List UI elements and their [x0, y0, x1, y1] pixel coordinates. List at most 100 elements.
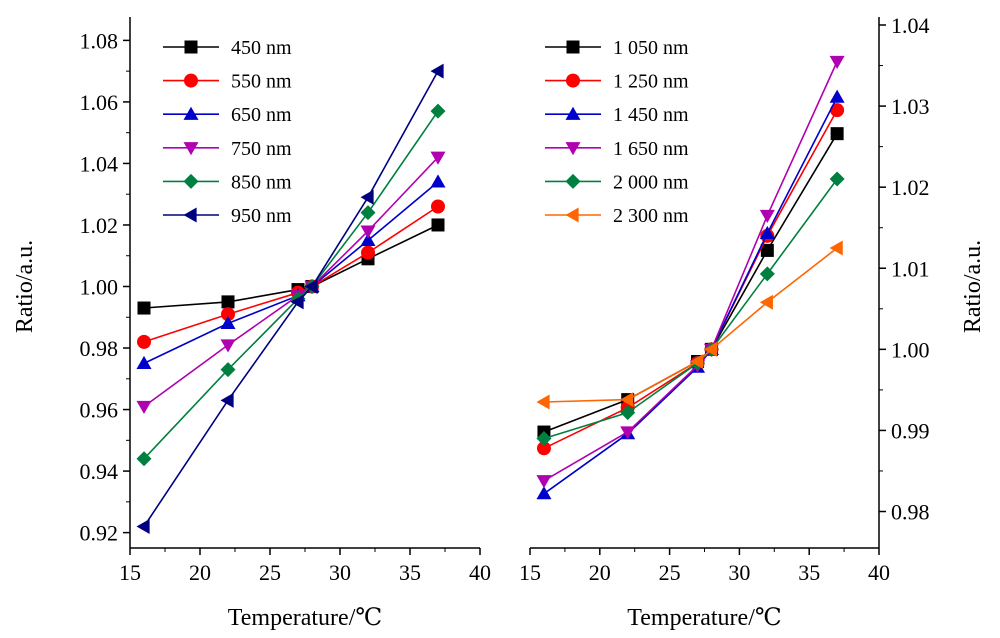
data-point: [220, 362, 236, 378]
data-point: [830, 103, 845, 118]
data-point: [536, 475, 552, 489]
x-tick-label: 35: [399, 560, 421, 585]
data-point: [136, 400, 152, 414]
data-point: [536, 441, 551, 456]
series-line: [543, 109, 838, 450]
legend-marker: [184, 73, 198, 88]
legend-entry: 1 450 nm: [545, 104, 689, 126]
legend-marker: [565, 207, 579, 223]
series-line: [143, 156, 439, 408]
legend-marker: [565, 173, 581, 189]
y-tick-label: 1.02: [80, 213, 119, 238]
data-point: [221, 295, 235, 309]
legend-marker: [566, 40, 580, 54]
x-tick-label: 15: [519, 560, 541, 585]
left-chart: 15 20 25 30 35 40 0.92 0.94 0.96 0.98 1.00 1.02 1.04…: [12, 17, 491, 631]
data-point: [220, 315, 236, 330]
x-tick-label: 40: [469, 560, 491, 585]
data-point: [703, 341, 718, 357]
data-point: [430, 174, 446, 188]
legend-label: 550 nm: [231, 71, 292, 93]
data-point: [360, 232, 376, 246]
series-2-000-nm: [536, 171, 845, 447]
legend-entry: 850 nm: [163, 171, 292, 193]
legend-entry: 450 nm: [163, 37, 292, 59]
data-point: [361, 245, 375, 260]
data-point: [360, 189, 374, 205]
data-point: [620, 426, 636, 440]
x-tick-label: 25: [659, 560, 681, 585]
legend-marker: [183, 106, 199, 120]
legend-entry: 950 nm: [163, 205, 292, 227]
legend-entry: 1 250 nm: [545, 71, 689, 93]
data-point: [360, 225, 376, 239]
x-tick-label: 20: [189, 560, 211, 585]
x-tick-label: 35: [798, 560, 820, 585]
x-axis-title: Temperature/℃: [228, 605, 382, 631]
legend-label: 1 250 nm: [613, 71, 689, 93]
legend-label: 450 nm: [231, 37, 292, 59]
x-tick-label: 30: [728, 560, 750, 585]
y-tick-label: 0.98: [891, 500, 930, 525]
data-point: [221, 307, 235, 322]
data-point: [220, 392, 234, 408]
x-axis-title: Temperature/℃: [627, 605, 781, 631]
legend-label: 1 450 nm: [613, 104, 689, 126]
legend-marker: [184, 40, 198, 54]
series-line: [543, 247, 838, 403]
series-line: [143, 205, 439, 343]
y-tick-label: 1.08: [80, 28, 119, 53]
y-tick-label: 1.04: [80, 151, 119, 176]
y-tick-label: 1.00: [891, 337, 930, 362]
legend-entry: 2 300 nm: [545, 205, 689, 227]
y-tick-label: 0.94: [80, 459, 119, 484]
series-650-nm: [136, 174, 446, 370]
y-tick-label: 1.00: [80, 275, 119, 300]
series-line: [143, 224, 439, 309]
data-point: [620, 405, 636, 421]
data-point: [829, 89, 845, 103]
y-tick-label: 0.98: [80, 336, 119, 361]
data-point: [536, 431, 552, 447]
data-point: [536, 394, 550, 410]
data-point: [690, 354, 704, 370]
data-point: [431, 218, 445, 232]
series-line: [143, 70, 439, 527]
data-point: [830, 127, 844, 141]
legend-marker: [183, 207, 197, 223]
x-tick-label: 20: [589, 560, 611, 585]
x-tick-label: 15: [119, 560, 141, 585]
legend-label: 950 nm: [231, 205, 292, 227]
y-tick-label: 0.99: [891, 418, 930, 443]
data-point: [430, 63, 444, 79]
data-point: [136, 518, 150, 534]
legend-entry: 550 nm: [163, 71, 292, 93]
y-tick-label: 1.04: [891, 13, 930, 38]
y-tick-label: 1.03: [891, 94, 930, 119]
legend-marker: [183, 142, 199, 156]
data-point: [431, 199, 445, 214]
data-point: [290, 294, 304, 310]
data-point: [536, 486, 552, 500]
data-point: [829, 240, 843, 256]
y-tick-label: 1.02: [891, 175, 930, 200]
x-tick-label: 25: [259, 560, 281, 585]
data-point: [759, 294, 773, 310]
data-point: [220, 339, 236, 353]
series-1-450-nm: [536, 89, 845, 500]
data-point: [430, 103, 446, 119]
data-point: [137, 334, 151, 349]
data-point: [829, 171, 845, 187]
series-line: [543, 178, 838, 440]
data-point: [759, 209, 775, 224]
legend-label: 650 nm: [231, 104, 292, 126]
data-point: [304, 279, 318, 294]
series-950-nm: [136, 63, 444, 534]
series-1-650-nm: [536, 55, 845, 489]
series-2-300-nm: [536, 240, 843, 410]
data-point: [759, 225, 775, 240]
legend-entry: 1 650 nm: [545, 138, 689, 160]
y-tick-label: 1.01: [891, 256, 930, 281]
legend-label: 1 050 nm: [613, 37, 689, 59]
